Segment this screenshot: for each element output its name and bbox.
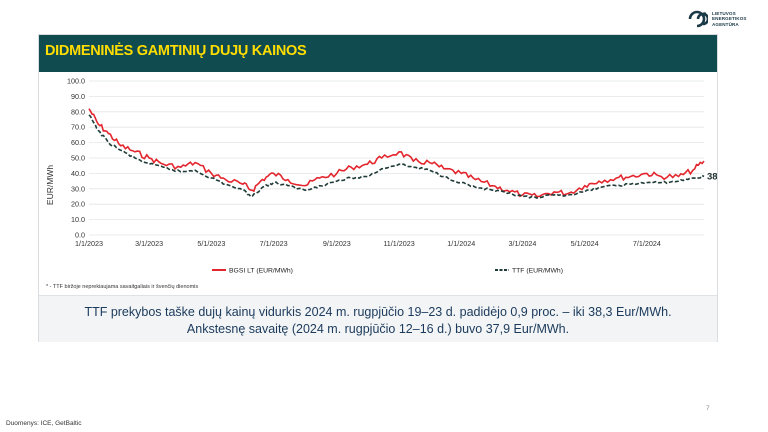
x-tick-label: 7/1/2023 <box>260 239 288 248</box>
legend-label-bgsi: BGSI LT (EUR/MWh) <box>229 268 293 275</box>
x-tick-label: 9/1/2023 <box>323 239 351 248</box>
chart-card: DIDMENINĖS GAMTINIŲ DUJŲ KAINOS 0.0 10.0 2… <box>38 34 718 342</box>
y-tick-label: 20.0 <box>71 200 85 209</box>
y-tick-label: 80.0 <box>71 107 85 116</box>
y-tick-label: 100.0 <box>67 77 85 86</box>
series-line-ttf <box>88 114 705 199</box>
logo: LIETUVOS ENERGETIKOS AGENTŪRA <box>688 8 760 32</box>
logo-mark-icon <box>688 10 708 28</box>
y-tick-label: 10.0 <box>71 215 85 224</box>
x-tick-label: 11/1/2023 <box>383 239 414 248</box>
x-tick-label: 1/1/2024 <box>447 239 475 248</box>
series-line-bgsi <box>88 108 705 198</box>
x-tick-label: 1/1/2023 <box>75 239 103 248</box>
line-chart: 0.0 10.0 20.0 30.0 40.0 50.0 60.0 70.0 80.0 90.0 1… <box>45 77 717 275</box>
y-tick-label: 60.0 <box>71 138 85 147</box>
y-tick-label: 0.0 <box>75 231 85 240</box>
info-box: TTF prekybos taške dujų kainų vidurkis 2… <box>39 295 717 342</box>
x-tick-label: 7/1/2024 <box>633 239 661 248</box>
y-tick-label: 70.0 <box>71 123 85 132</box>
y-axis-title: EUR/MWh <box>45 165 55 205</box>
info-line-1: TTF prekybos taške dujų kainų vidurkis 2… <box>84 305 672 319</box>
slide-title: DIDMENINĖS GAMTINIŲ DUJŲ KAINOS <box>45 43 307 59</box>
y-tick-label: 40.0 <box>71 169 85 178</box>
legend-label-ttf: TTF (EUR/MWh) <box>512 268 563 275</box>
y-tick-label: 30.0 <box>71 184 85 193</box>
page-number: 7 <box>706 405 710 412</box>
x-tick-label: 5/1/2023 <box>197 239 225 248</box>
title-bar: DIDMENINĖS GAMTINIŲ DUJŲ KAINOS <box>39 35 717 72</box>
y-tick-label: 50.0 <box>71 154 85 163</box>
logo-text: LIETUVOS ENERGETIKOS AGENTŪRA <box>712 11 747 27</box>
info-line-2: Ankstesnę savaitę (2024 m. rugpjūčio 12–… <box>186 322 570 336</box>
footnote: * - TTF biržoje neprekiaujama savaitgali… <box>46 284 199 290</box>
x-tick-label: 3/1/2023 <box>135 239 163 248</box>
x-tick-label: 3/1/2024 <box>508 239 536 248</box>
x-tick-label: 5/1/2024 <box>571 239 599 248</box>
data-source: Duomenys: ICE, GetBaltic <box>6 420 82 427</box>
y-tick-label: 90.0 <box>71 92 85 101</box>
legend: BGSI LT (EUR/MWh) TTF (EUR/MWh) <box>212 268 563 275</box>
end-value-label: 38.1 <box>707 171 717 182</box>
